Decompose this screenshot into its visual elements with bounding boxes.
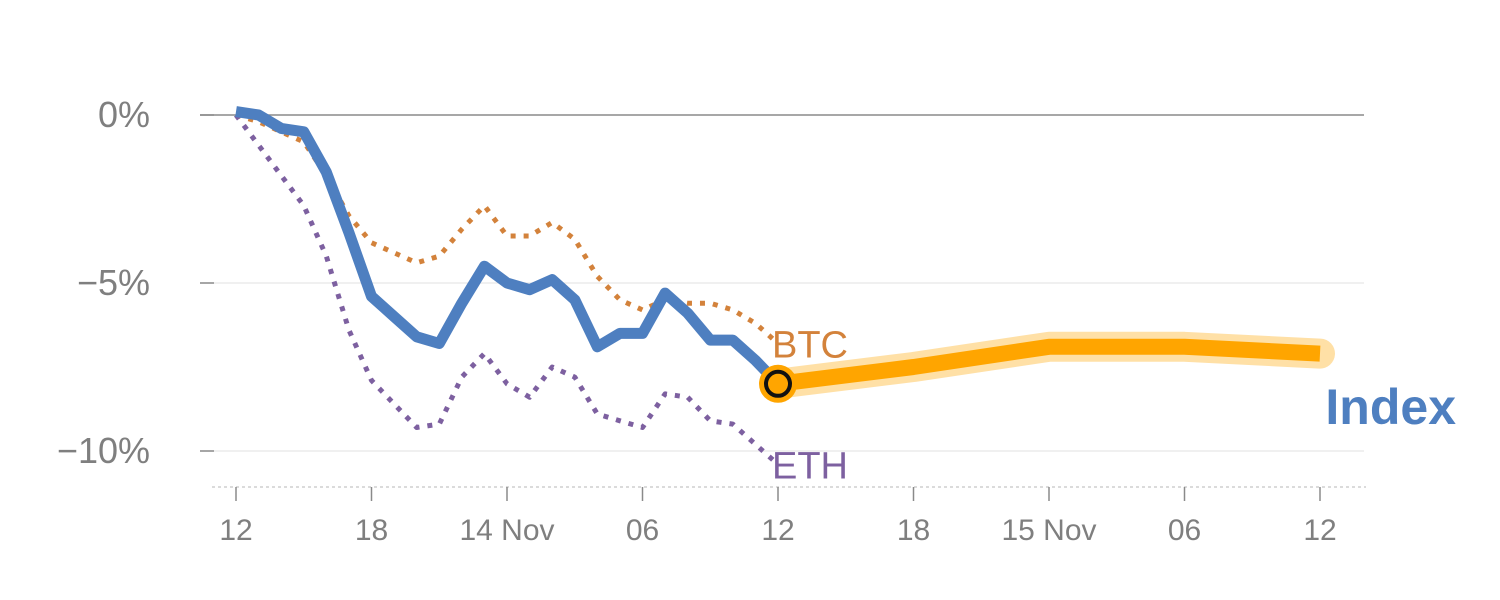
x-tick-label-2: 14 Nov (459, 514, 554, 547)
x-tick-label-4: 12 (761, 514, 794, 547)
x-tick-label-7: 06 (1168, 514, 1201, 547)
y-tick-label-1: −5% (77, 262, 150, 303)
series-index-line (235, 106, 782, 388)
x-tick-label-6: 15 Nov (1001, 514, 1096, 547)
series-forecast-line (777, 338, 1321, 392)
labels: BTC ETH Index (772, 324, 1456, 487)
label-btc: BTC (772, 324, 848, 366)
axes: 0% −5% −10% 12 18 14 Nov 06 12 18 15 Nov 06 12 (57, 94, 1366, 547)
x-tick-label-8: 12 (1303, 514, 1336, 547)
y-tick-label-2: −10% (57, 430, 150, 471)
series-eth-line (233, 113, 780, 467)
y-tick-label-0: 0% (98, 94, 150, 135)
current-point-marker (764, 369, 792, 398)
x-tick-label-3: 06 (626, 514, 659, 547)
series (233, 106, 1335, 467)
grid (200, 114, 1364, 452)
series-btc-line (235, 112, 780, 346)
label-eth: ETH (772, 445, 848, 487)
x-tick-label-1: 18 (355, 514, 388, 547)
x-tick-label-5: 18 (897, 514, 930, 547)
label-index: Index (1325, 379, 1456, 435)
x-tick-label-0: 12 (219, 514, 252, 547)
